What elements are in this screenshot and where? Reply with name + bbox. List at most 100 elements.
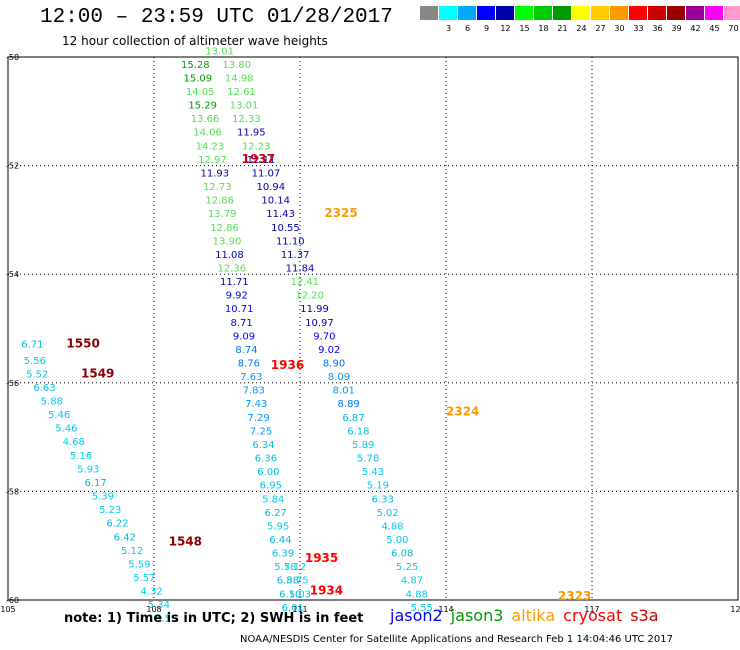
scale-label: 45 <box>709 24 720 33</box>
wave-height-value: 6.08 <box>391 549 413 560</box>
track-d: 5.12 5.75 5.03 <box>284 562 311 600</box>
wave-height-value: 5.95 <box>267 521 289 532</box>
wave-height-value: 14.98 <box>225 73 254 84</box>
wave-height-value: 5.59 <box>155 614 177 625</box>
pass-number-label: 2325 <box>324 206 357 220</box>
scale-swatch <box>420 6 439 20</box>
wave-height-value: 6.42 <box>114 532 136 543</box>
scale-swatch <box>629 6 648 20</box>
wave-height-value: 6.00 <box>257 467 279 478</box>
wave-height-value: 5.16 <box>70 451 92 462</box>
pass-number-label: 2324 <box>446 404 479 418</box>
lon-tick-label: 105 <box>0 605 15 614</box>
wave-height-value: 6.87 <box>342 413 364 424</box>
wave-height-value: 6.39 <box>272 549 294 560</box>
scale-label: 18 <box>538 24 549 33</box>
wave-height-value: 7.43 <box>245 399 267 410</box>
wave-height-value: 12.61 <box>227 87 256 98</box>
wave-height-value: 11.37 <box>281 250 310 261</box>
wave-height-value: 11.99 <box>300 304 329 315</box>
pass-number-label: 1937 <box>242 152 275 166</box>
wave-height-value: 5.59 <box>128 559 150 570</box>
scale-swatch <box>610 6 629 20</box>
wave-height-value: 11.43 <box>266 209 295 220</box>
wave-height-value: 6.71 <box>21 340 43 351</box>
scale-swatch <box>477 6 496 20</box>
wave-height-value: 5.43 <box>362 467 384 478</box>
pass-number-label: 1934 <box>310 584 343 598</box>
scale-swatch <box>458 6 477 20</box>
pass-number-label: 1548 <box>169 535 202 549</box>
wave-height-value: 13.79 <box>208 209 237 220</box>
wave-height-value: 13.80 <box>222 60 251 71</box>
pass-number-label: 1936 <box>271 358 304 372</box>
wave-height-value: 8.74 <box>235 345 257 356</box>
map-subtitle: 12 hour collection of altimeter wave hei… <box>62 34 328 48</box>
wave-height-value: 7.29 <box>248 413 270 424</box>
scale-label: 12 <box>500 24 511 33</box>
wave-height-value: 5.78 <box>357 454 379 465</box>
wave-height-value: 10.97 <box>305 318 334 329</box>
wave-height-value: 14.05 <box>186 87 215 98</box>
wave-height-value: 4.88 <box>406 589 428 600</box>
lat-tick-label: -52 <box>6 162 19 171</box>
wave-height-value: 6.10 <box>279 589 301 600</box>
wave-height-value: 13.01 <box>230 101 259 112</box>
wave-height-value: 5.57 <box>133 573 155 584</box>
scale-swatch <box>534 6 553 20</box>
wave-height-value: 8.01 <box>333 386 355 397</box>
scale-swatch <box>667 6 686 20</box>
wave-height-value: 15.09 <box>183 73 212 84</box>
wave-height-value: 11.95 <box>237 128 266 139</box>
satellite-legend: jason2 jason3 altika cryosat s3a <box>390 606 667 625</box>
wave-height-value: 5.75 <box>286 576 308 587</box>
scale-label: 70 <box>728 24 739 33</box>
wave-height-value: 8.76 <box>238 359 260 370</box>
wave-height-value: 6.27 <box>265 508 287 519</box>
wave-height-value: 5.12 <box>284 562 306 573</box>
scale-label: 15 <box>519 24 530 33</box>
wave-height-value: 10.14 <box>261 196 290 207</box>
wave-height-value: 5.88 <box>41 397 63 408</box>
wave-height-value: 8.71 <box>230 318 252 329</box>
wave-height-value: 6.17 <box>84 478 106 489</box>
scale-label: 30 <box>614 24 625 33</box>
wave-height-value: 12.23 <box>242 141 271 152</box>
legend-altika: altika <box>511 606 556 625</box>
scale-label: 42 <box>690 24 701 33</box>
wave-height-value: 5.23 <box>99 505 121 516</box>
wave-height-value: 12.33 <box>232 114 261 125</box>
map-title: 12:00 – 23:59 UTC 01/28/2017 <box>40 6 393 29</box>
scale-label: 33 <box>633 24 644 33</box>
lat-tick-label: -60 <box>6 596 19 605</box>
lat-tick-label: -54 <box>6 270 19 279</box>
map-grid <box>7 56 739 601</box>
wave-height-value: 4.68 <box>63 437 85 448</box>
scale-swatch <box>705 6 724 20</box>
wave-height-value: 11.08 <box>215 250 244 261</box>
lat-tick-label: -58 <box>6 487 19 496</box>
wave-height-value: 11.84 <box>286 263 315 274</box>
track-labels: 1550 1549 1548 1937 1936 1935 1934 2325 2324 2323 <box>66 152 591 603</box>
lat-tick-label: -56 <box>6 379 19 388</box>
wave-height-value: 5.89 <box>352 440 374 451</box>
wave-height-value: 6.01 <box>282 603 304 614</box>
track-c: 13.80 14.98 12.61 13.01 12.33 11.95 12.23 12.11… <box>222 60 432 614</box>
scale-label: 27 <box>595 24 606 33</box>
pass-number-label: 1550 <box>66 337 99 351</box>
scale-swatch <box>591 6 610 20</box>
scale-label: 9 <box>483 24 490 33</box>
wave-height-value: 6.95 <box>260 481 282 492</box>
lon-tick-label: 108 <box>146 605 161 614</box>
lon-tick-label: 114 <box>438 605 453 614</box>
wave-height-value: 7.63 <box>240 372 262 383</box>
lon-tick-label: 111 <box>292 605 307 614</box>
wave-height-value: 13.90 <box>213 236 242 247</box>
wave-height-value: 6.18 <box>347 426 369 437</box>
scale-swatch <box>553 6 572 20</box>
scale-swatch <box>515 6 534 20</box>
wave-height-value: 9.09 <box>233 331 255 342</box>
wave-height-value: 9.70 <box>313 331 335 342</box>
wave-height-value: 6.88 <box>277 576 299 587</box>
